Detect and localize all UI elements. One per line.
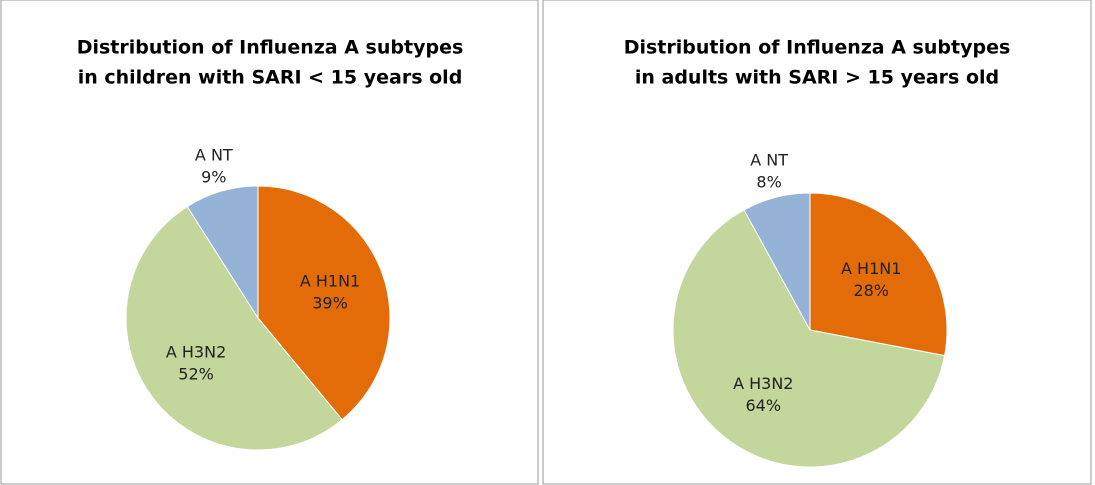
slice-label: A NT bbox=[750, 150, 788, 169]
pie-slice bbox=[125, 205, 343, 451]
slice-value: 39% bbox=[312, 294, 348, 313]
slice-label: A H3N2 bbox=[733, 374, 793, 393]
chart-title: Distribution of Influenza A subtypes bbox=[624, 37, 1011, 59]
chart-title: in adults with SARI > 15 years old bbox=[635, 67, 999, 89]
slice-value: 64% bbox=[746, 396, 782, 415]
pie-slice bbox=[743, 192, 811, 331]
pie-slice bbox=[186, 185, 259, 320]
slice-value: 52% bbox=[178, 365, 214, 384]
slice-label: A H1N1 bbox=[841, 259, 901, 278]
pie-slice bbox=[257, 185, 391, 421]
panel-border bbox=[542, 0, 1092, 485]
slice-label: A NT bbox=[195, 145, 233, 164]
slice-label: A H1N1 bbox=[300, 272, 360, 291]
slice-label: A H3N2 bbox=[166, 343, 226, 362]
chart-title: Distribution of Influenza A subtypes bbox=[77, 37, 464, 59]
pie-slice bbox=[809, 192, 948, 357]
chart-title: in children with SARI < 15 years old bbox=[78, 67, 463, 89]
slice-value: 9% bbox=[201, 167, 226, 186]
panel-border bbox=[0, 0, 539, 485]
slice-value: 8% bbox=[756, 172, 781, 191]
slice-value: 28% bbox=[853, 281, 889, 300]
pie-slice bbox=[672, 209, 946, 468]
